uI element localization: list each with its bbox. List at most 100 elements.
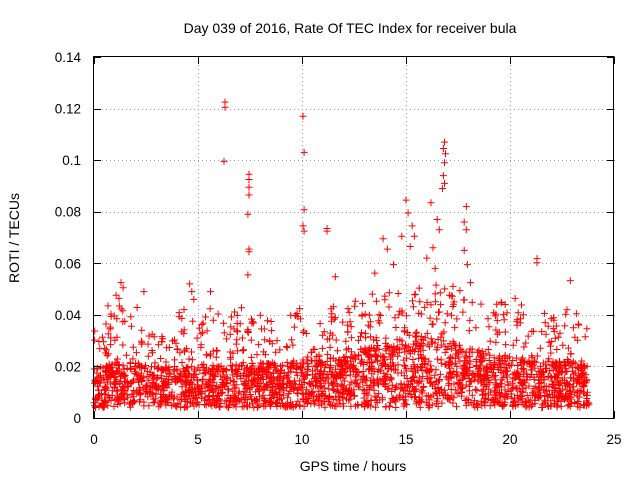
data-point xyxy=(124,383,132,391)
data-point xyxy=(112,367,120,375)
data-point xyxy=(231,384,239,392)
data-point xyxy=(431,371,439,379)
data-point xyxy=(308,390,316,398)
data-point xyxy=(538,404,546,411)
data-point xyxy=(241,394,249,402)
data-point xyxy=(413,398,421,406)
data-point xyxy=(147,383,155,391)
data-point xyxy=(216,395,223,403)
data-point xyxy=(154,363,162,371)
data-point xyxy=(101,386,109,394)
data-point xyxy=(383,245,391,253)
data-point xyxy=(299,369,307,377)
data-point xyxy=(475,371,483,379)
data-point xyxy=(226,395,234,403)
data-point xyxy=(304,353,312,361)
data-point xyxy=(183,365,191,373)
data-point xyxy=(318,391,326,399)
data-point xyxy=(437,359,445,367)
data-point xyxy=(217,389,225,397)
data-point xyxy=(95,386,103,394)
data-point xyxy=(496,392,504,400)
data-point xyxy=(439,392,447,400)
data-point xyxy=(457,385,465,393)
data-point xyxy=(565,401,573,409)
data-point xyxy=(300,148,308,156)
data-point xyxy=(401,400,409,408)
data-point xyxy=(294,363,302,371)
data-point xyxy=(481,390,489,398)
data-point xyxy=(441,285,449,293)
data-point xyxy=(145,402,153,410)
data-point xyxy=(485,376,492,384)
data-point xyxy=(357,359,365,367)
data-point xyxy=(149,349,156,357)
data-point xyxy=(419,346,427,354)
data-point xyxy=(107,312,115,320)
data-point xyxy=(263,363,271,371)
y-tick-label: 0.14 xyxy=(55,50,82,65)
data-point xyxy=(560,358,568,366)
data-point xyxy=(113,315,121,323)
data-point xyxy=(233,336,241,344)
data-point xyxy=(434,355,442,363)
data-point xyxy=(198,321,206,328)
data-point xyxy=(192,391,200,399)
data-point xyxy=(226,330,234,338)
data-point xyxy=(196,385,203,393)
data-point xyxy=(238,304,245,312)
data-point xyxy=(110,371,118,378)
data-point xyxy=(206,400,214,408)
data-point xyxy=(300,327,308,335)
data-point xyxy=(528,328,536,335)
data-point xyxy=(484,346,492,353)
data-point xyxy=(149,389,157,397)
data-point xyxy=(490,359,498,367)
data-point xyxy=(567,393,575,401)
data-point xyxy=(228,366,235,374)
data-point xyxy=(419,372,427,380)
data-point xyxy=(95,379,103,387)
data-point xyxy=(233,370,241,378)
data-point xyxy=(440,337,448,345)
data-point xyxy=(496,359,504,367)
data-point xyxy=(446,395,454,403)
y-tick-label: 0.04 xyxy=(55,308,82,323)
data-point xyxy=(128,399,136,407)
data-point xyxy=(117,369,125,377)
data-point xyxy=(460,218,468,226)
data-point xyxy=(440,328,448,336)
data-point xyxy=(137,372,145,380)
data-point xyxy=(502,367,510,375)
data-point xyxy=(370,345,378,352)
data-point xyxy=(101,397,109,405)
data-point xyxy=(131,363,139,370)
data-point xyxy=(119,341,127,349)
data-point xyxy=(239,346,247,354)
chart-title: Day 039 of 2016, Rate Of TEC Index for r… xyxy=(184,20,517,36)
data-point xyxy=(217,362,225,370)
data-point xyxy=(366,323,374,331)
data-point xyxy=(105,360,113,368)
axis-ticks xyxy=(93,56,615,419)
data-point xyxy=(321,403,329,411)
x-tick-label: 5 xyxy=(194,432,202,447)
data-point xyxy=(529,389,537,397)
data-point xyxy=(441,138,448,146)
data-point xyxy=(374,375,382,383)
data-point xyxy=(94,364,102,372)
data-point xyxy=(511,294,519,302)
data-point xyxy=(214,396,222,404)
data-point xyxy=(268,340,276,348)
data-point xyxy=(417,335,425,343)
data-point xyxy=(284,369,292,377)
data-point xyxy=(348,362,356,370)
data-point xyxy=(309,367,316,375)
data-point xyxy=(417,377,425,385)
data-point xyxy=(397,369,405,377)
data-point xyxy=(264,317,271,325)
data-point xyxy=(553,372,561,380)
data-point xyxy=(314,395,322,403)
data-point xyxy=(564,356,572,363)
data-point xyxy=(441,159,448,167)
